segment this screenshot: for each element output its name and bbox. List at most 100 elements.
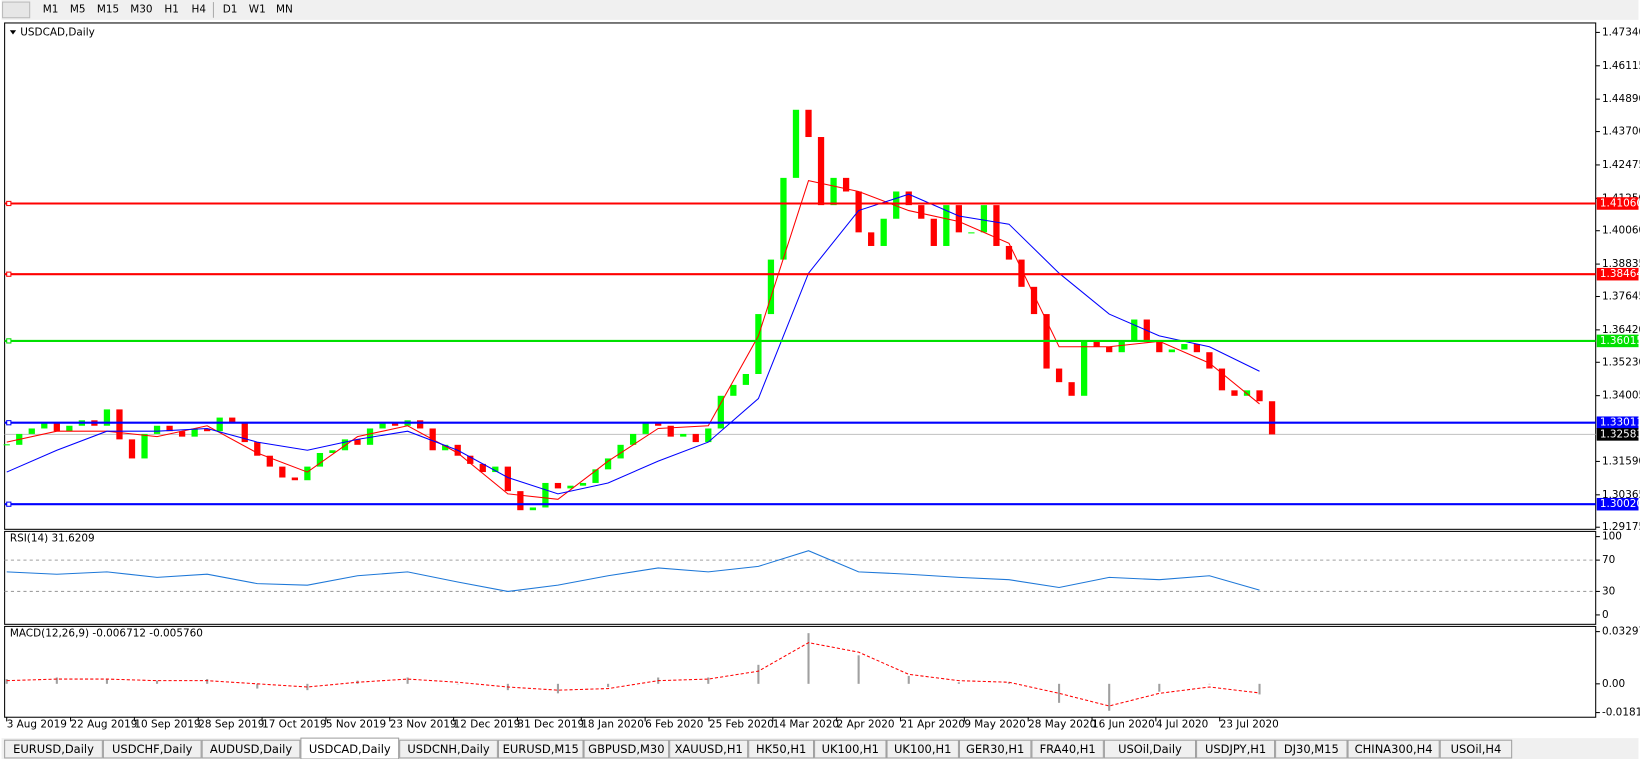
tab-label[interactable]: DJ30,M15: [1284, 742, 1339, 756]
level-label-box: [1596, 334, 1639, 348]
tab-label[interactable]: UK100,H1: [822, 742, 879, 756]
candle: [153, 425, 161, 434]
tab[interactable]: [1196, 739, 1276, 759]
tab-label[interactable]: XAUUSD,H1: [675, 742, 743, 756]
timeframe-button[interactable]: [158, 1, 186, 19]
y-tick-label: 1.42475: [1602, 159, 1640, 171]
tab[interactable]: [814, 739, 887, 759]
level-label: 1.36015: [1600, 335, 1640, 347]
candle: [304, 466, 311, 481]
timeframe-label[interactable]: W1: [249, 3, 266, 15]
macd-bar: [757, 664, 760, 684]
candle: [66, 425, 73, 432]
level-label: 1.33011: [1600, 417, 1640, 429]
candle: [830, 177, 837, 206]
tab-label[interactable]: EURUSD,Daily: [13, 742, 94, 756]
tab-label[interactable]: EURUSD,M15: [503, 742, 579, 756]
level-label-box: [1596, 497, 1639, 511]
tab[interactable]: [201, 739, 301, 759]
timeframe-button[interactable]: [36, 1, 65, 19]
timeframe-button[interactable]: [270, 1, 298, 19]
tab-label[interactable]: UK100,H1: [894, 742, 951, 756]
tab[interactable]: [4, 739, 103, 759]
macd-bar: [807, 633, 810, 684]
timeframe-button[interactable]: [243, 1, 271, 19]
tab[interactable]: [748, 739, 815, 759]
candle: [354, 439, 361, 445]
tab-label[interactable]: USOil,H4: [1451, 742, 1502, 756]
timeframe-label[interactable]: D1: [223, 3, 238, 15]
candle: [517, 491, 524, 511]
candle: [1218, 368, 1226, 391]
tab[interactable]: [1275, 739, 1348, 759]
menu-icon[interactable]: [2, 1, 31, 19]
tab-label[interactable]: USOil,Daily: [1118, 742, 1182, 756]
tab-label[interactable]: USDCAD,Daily: [309, 742, 391, 756]
tab[interactable]: [1347, 739, 1440, 759]
tab-label[interactable]: GER30,H1: [966, 742, 1024, 756]
toolbar: [1, 0, 1639, 20]
timeframe-label[interactable]: H4: [192, 3, 207, 15]
x-tick-label: 18 Jan 2020: [581, 719, 644, 731]
tab-label[interactable]: USDJPY,H1: [1205, 742, 1266, 756]
candle: [216, 417, 223, 432]
timeframe-label[interactable]: H1: [164, 3, 179, 15]
candle: [1106, 346, 1113, 353]
tab[interactable]: [669, 739, 749, 759]
tab[interactable]: [399, 739, 498, 759]
tab-label[interactable]: USDCHF,Daily: [112, 742, 193, 756]
timeframe-label[interactable]: MN: [276, 3, 293, 15]
macd-bar: [105, 679, 108, 684]
candle: [792, 109, 800, 178]
macd-bar: [206, 679, 209, 684]
candle: [1068, 382, 1075, 396]
candle: [855, 191, 862, 233]
macd-bar: [1258, 683, 1261, 695]
tab-label[interactable]: HK50,H1: [756, 742, 806, 756]
timeframe-label[interactable]: M30: [130, 3, 152, 15]
tab[interactable]: [497, 739, 584, 759]
macd-bar: [556, 683, 559, 694]
candle: [504, 466, 511, 492]
macd-bar: [55, 677, 58, 684]
tab[interactable]: [1439, 739, 1513, 759]
timeframe-button[interactable]: [185, 1, 213, 19]
timeframe-button[interactable]: [216, 1, 244, 19]
candle: [642, 423, 649, 434]
y-tick-label: 1.29175: [1602, 521, 1640, 533]
level-label: 1.38464: [1600, 268, 1640, 280]
tab[interactable]: [102, 739, 202, 759]
timeframe-button[interactable]: [91, 1, 125, 19]
macd-bar: [1058, 683, 1061, 703]
x-tick-label: 16 Jun 2020: [1092, 719, 1155, 731]
rsi-title: RSI(14) 31.6209: [10, 533, 95, 545]
candle: [279, 466, 286, 478]
chart-window: [1, 20, 1639, 739]
timeframe-button[interactable]: [64, 1, 92, 19]
tab[interactable]: [583, 739, 670, 759]
level-label-box: [1596, 197, 1639, 210]
tab-label[interactable]: FRA40,H1: [1040, 742, 1096, 756]
tab[interactable]: [1103, 739, 1197, 759]
timeframe-label[interactable]: M1: [43, 3, 59, 15]
candle: [316, 452, 324, 467]
y-tick-label: 1.35230: [1602, 356, 1640, 368]
candle: [391, 423, 399, 426]
y-tick-label: 1.31590: [1602, 455, 1640, 467]
tab-label[interactable]: USDCNH,Daily: [407, 742, 490, 756]
tab[interactable]: [1031, 739, 1104, 759]
tab-label[interactable]: AUDUSD,Daily: [210, 742, 292, 756]
tab-label[interactable]: GBPUSD,M30: [588, 742, 664, 756]
timeframe-label[interactable]: M15: [97, 3, 119, 15]
candle: [742, 373, 750, 385]
tab[interactable]: [958, 739, 1032, 759]
candle: [103, 409, 111, 426]
candle: [166, 425, 173, 432]
x-tick-label: 25 Feb 2020: [709, 719, 774, 731]
timeframe-button[interactable]: [124, 1, 159, 19]
y-tick-label: 1.43700: [1602, 126, 1640, 138]
tab[interactable]: [886, 739, 959, 759]
candle: [980, 205, 988, 233]
timeframe-label[interactable]: M5: [70, 3, 86, 15]
tab-label[interactable]: CHINA300,H4: [1355, 742, 1433, 756]
